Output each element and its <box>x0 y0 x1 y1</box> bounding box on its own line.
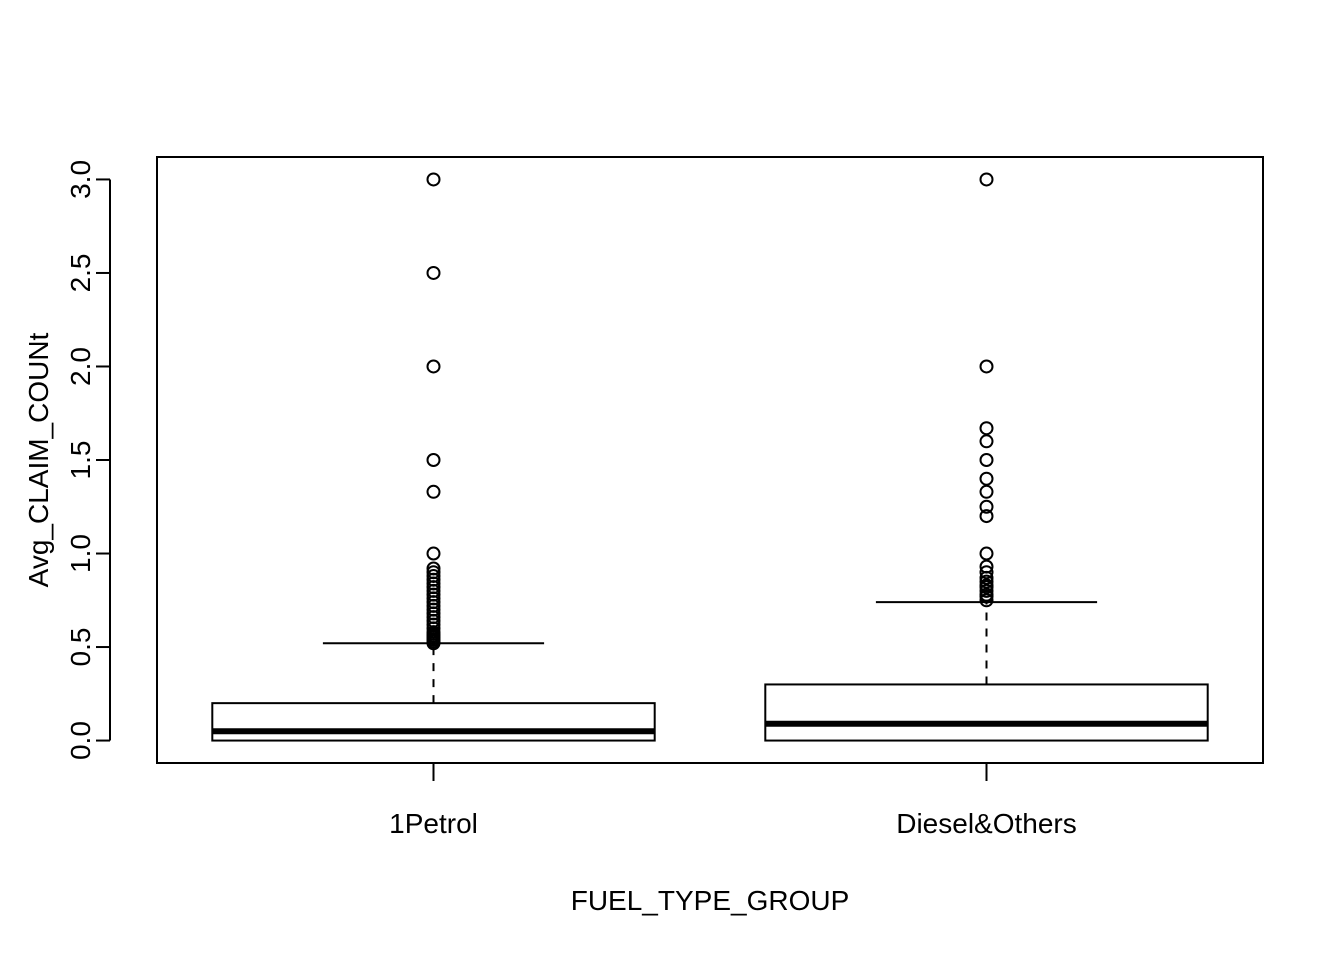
outlier-point <box>979 559 994 574</box>
outlier-point <box>426 565 441 580</box>
iqr-box <box>211 702 656 742</box>
outlier-point <box>426 568 441 583</box>
x-axis: 1Petrol Diesel&Others <box>389 762 1077 839</box>
outlier-point <box>426 561 441 576</box>
outlier-point <box>979 453 994 467</box>
x-tick-label: Diesel&Others <box>896 808 1077 839</box>
y-tick-label: 3.0 <box>65 160 96 199</box>
y-tick-label: 2.5 <box>65 253 96 292</box>
outlier-point <box>426 453 441 467</box>
outlier-point <box>426 359 441 374</box>
y-axis-title: Avg_CLAIM_COUNt <box>23 332 54 587</box>
box-group <box>211 172 656 742</box>
outlier-point <box>426 484 441 499</box>
y-tick-label: 0.0 <box>65 721 96 760</box>
outlier-point <box>979 587 994 602</box>
outlier-point <box>979 565 994 580</box>
outlier-point <box>979 359 994 374</box>
outlier-point <box>979 593 994 608</box>
outlier-point <box>979 499 994 514</box>
outlier-point <box>979 172 994 187</box>
outlier-point <box>979 421 994 436</box>
outlier-point <box>426 546 441 561</box>
outlier-point <box>979 578 994 593</box>
y-axis: 0.0 0.5 1.0 1.5 2.0 2.5 3.0 <box>65 160 111 760</box>
plot-frame <box>156 156 1264 764</box>
outlier-point <box>979 546 994 561</box>
x-axis-title: FUEL_TYPE_GROUP <box>571 885 850 916</box>
outlier-point <box>979 509 994 524</box>
box-group <box>764 172 1209 742</box>
y-tick-label: 1.5 <box>65 441 96 480</box>
outlier-point <box>979 574 994 589</box>
outlier-point <box>979 471 994 486</box>
y-tick-label: 2.0 <box>65 347 96 386</box>
y-tick-label: 0.5 <box>65 628 96 667</box>
x-tick-label: 1Petrol <box>389 808 478 839</box>
outlier-point <box>979 434 994 449</box>
outlier-point <box>426 265 441 280</box>
outlier-point <box>979 583 994 598</box>
y-tick-label: 1.0 <box>65 534 96 573</box>
boxes <box>211 172 1209 742</box>
outlier-point <box>426 172 441 187</box>
outlier-point <box>979 484 994 499</box>
iqr-box <box>764 683 1209 742</box>
